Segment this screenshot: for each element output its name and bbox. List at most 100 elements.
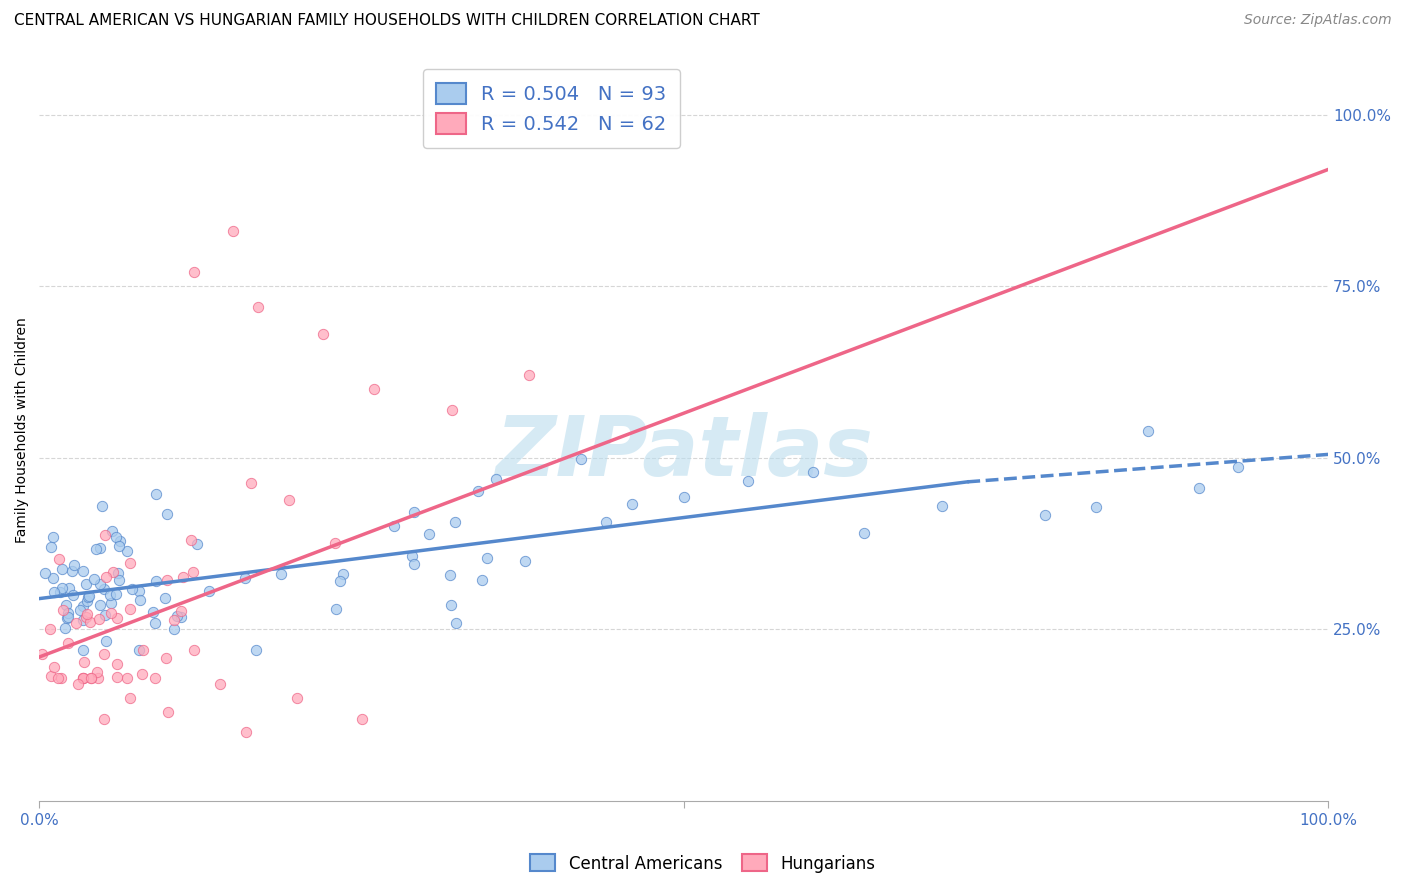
- Point: [84, 542, 107, 557]
- Point: [105, 657, 128, 671]
- Point: [56, 611, 79, 625]
- Point: [39, 540, 62, 554]
- Point: [853, 526, 876, 541]
- Point: [52, 603, 75, 617]
- Point: [72, 564, 94, 578]
- Point: [440, 402, 463, 417]
- Point: [118, 691, 141, 706]
- Text: ZIPatlas: ZIPatlas: [495, 412, 873, 493]
- Point: [672, 490, 695, 504]
- Point: [157, 705, 180, 719]
- Text: Source: ZipAtlas.com: Source: ZipAtlas.com: [1244, 13, 1392, 28]
- Point: [34, 566, 56, 581]
- Point: [108, 539, 131, 553]
- Point: [153, 591, 176, 606]
- Point: [105, 610, 128, 624]
- Point: [56, 610, 79, 624]
- Point: [73, 655, 96, 669]
- Point: [94, 527, 117, 541]
- Point: [77, 590, 100, 604]
- Point: [621, 497, 644, 511]
- Point: [75, 610, 97, 624]
- Point: [235, 725, 257, 739]
- Point: [332, 566, 354, 581]
- Point: [1136, 425, 1159, 439]
- Point: [115, 671, 138, 685]
- Text: CENTRAL AMERICAN VS HUNGARIAN FAMILY HOUSEHOLDS WITH CHILDREN CORRELATION CHART: CENTRAL AMERICAN VS HUNGARIAN FAMILY HOU…: [14, 13, 759, 29]
- Point: [440, 599, 463, 613]
- Point: [517, 368, 540, 383]
- Point: [186, 537, 208, 551]
- Point: [80, 671, 103, 685]
- Point: [87, 671, 110, 685]
- Point: [121, 582, 143, 596]
- Point: [156, 507, 179, 521]
- Point: [239, 476, 262, 491]
- Point: [155, 650, 177, 665]
- Point: [931, 499, 953, 513]
- Point: [76, 607, 98, 621]
- Point: [418, 526, 440, 541]
- Point: [105, 587, 128, 601]
- Point: [65, 616, 87, 631]
- Point: [51, 562, 73, 576]
- Point: [515, 554, 537, 568]
- Point: [100, 606, 122, 620]
- Point: [31, 647, 53, 661]
- Point: [363, 382, 385, 396]
- Point: [145, 574, 167, 589]
- Point: [118, 556, 141, 570]
- Point: [143, 615, 166, 630]
- Point: [86, 665, 108, 680]
- Point: [62, 588, 84, 602]
- Point: [51, 581, 73, 595]
- Point: [170, 604, 193, 618]
- Point: [247, 300, 270, 314]
- Point: [96, 633, 118, 648]
- Point: [58, 636, 80, 650]
- Point: [44, 585, 66, 599]
- Point: [79, 615, 101, 629]
- Point: [89, 599, 111, 613]
- Point: [55, 598, 77, 612]
- Point: [115, 544, 138, 558]
- Point: [163, 613, 186, 627]
- Point: [72, 671, 94, 685]
- Point: [72, 643, 94, 657]
- Y-axis label: Family Households with Children: Family Households with Children: [15, 318, 30, 543]
- Point: [737, 474, 759, 488]
- Point: [108, 533, 131, 548]
- Legend: Central Americans, Hungarians: Central Americans, Hungarians: [524, 847, 882, 880]
- Point: [93, 582, 115, 596]
- Point: [128, 643, 150, 657]
- Point: [222, 224, 245, 238]
- Point: [131, 643, 153, 657]
- Point: [72, 613, 94, 627]
- Point: [166, 609, 188, 624]
- Point: [245, 643, 267, 657]
- Point: [120, 602, 142, 616]
- Point: [278, 492, 301, 507]
- Point: [233, 571, 256, 585]
- Point: [42, 530, 65, 544]
- Point: [382, 519, 405, 533]
- Point: [46, 671, 69, 685]
- Point: [76, 590, 98, 604]
- Point: [475, 550, 498, 565]
- Point: [76, 594, 98, 608]
- Point: [131, 667, 153, 681]
- Point: [41, 571, 63, 585]
- Point: [93, 647, 115, 661]
- Point: [404, 505, 426, 519]
- Point: [1188, 481, 1211, 495]
- Point: [93, 712, 115, 726]
- Point: [128, 584, 150, 599]
- Point: [312, 327, 335, 342]
- Point: [94, 570, 117, 584]
- Point: [484, 472, 506, 486]
- Point: [402, 558, 425, 572]
- Point: [1033, 508, 1056, 522]
- Point: [53, 621, 76, 635]
- Point: [60, 564, 83, 578]
- Point: [105, 670, 128, 684]
